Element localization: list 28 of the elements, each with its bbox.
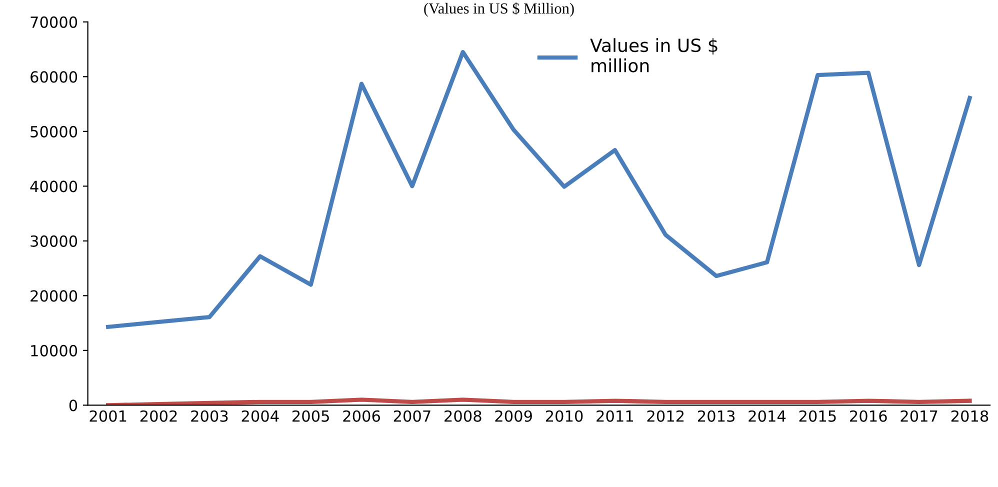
x-tick-label: 2015 [799,410,836,422]
chart-title: (Values in US $ Million) [424,2,574,17]
x-tick-label: 2012 [647,410,684,422]
x-tick-label: 2014 [748,410,786,422]
x-tick-label: 2016 [850,410,887,422]
y-tick-label: 30000 [30,235,78,247]
x-tick-label: 2007 [394,410,430,422]
x-tick-label: 2017 [900,410,938,422]
x-tick-label: 2008 [444,410,482,422]
x-tick-label: 2001 [90,410,126,422]
y-tick-label: 10000 [31,344,78,356]
x-tick-label: 2004 [242,410,279,422]
x-tick-label: 2003 [191,410,228,422]
x-tick-label: 2011 [596,410,633,422]
x-tick-label: 2002 [140,410,177,422]
y-tick-label: 50000 [30,126,78,138]
x-tick-label: 2013 [698,410,735,422]
y-tick-label: 70000 [30,16,78,28]
y-tick-label: 20000 [30,290,78,302]
x-tick-label: 2009 [495,410,532,422]
x-tick-label: 2010 [546,410,583,422]
x-tick-label: 2018 [951,410,988,422]
y-tick-label: 0 [69,400,78,412]
x-tick-label: 2005 [292,410,329,422]
x-tick-label: 2006 [343,410,380,422]
legend-label: Values in US $ million [590,38,718,72]
y-tick-label: 40000 [30,180,78,192]
y-tick-label: 60000 [30,71,78,83]
